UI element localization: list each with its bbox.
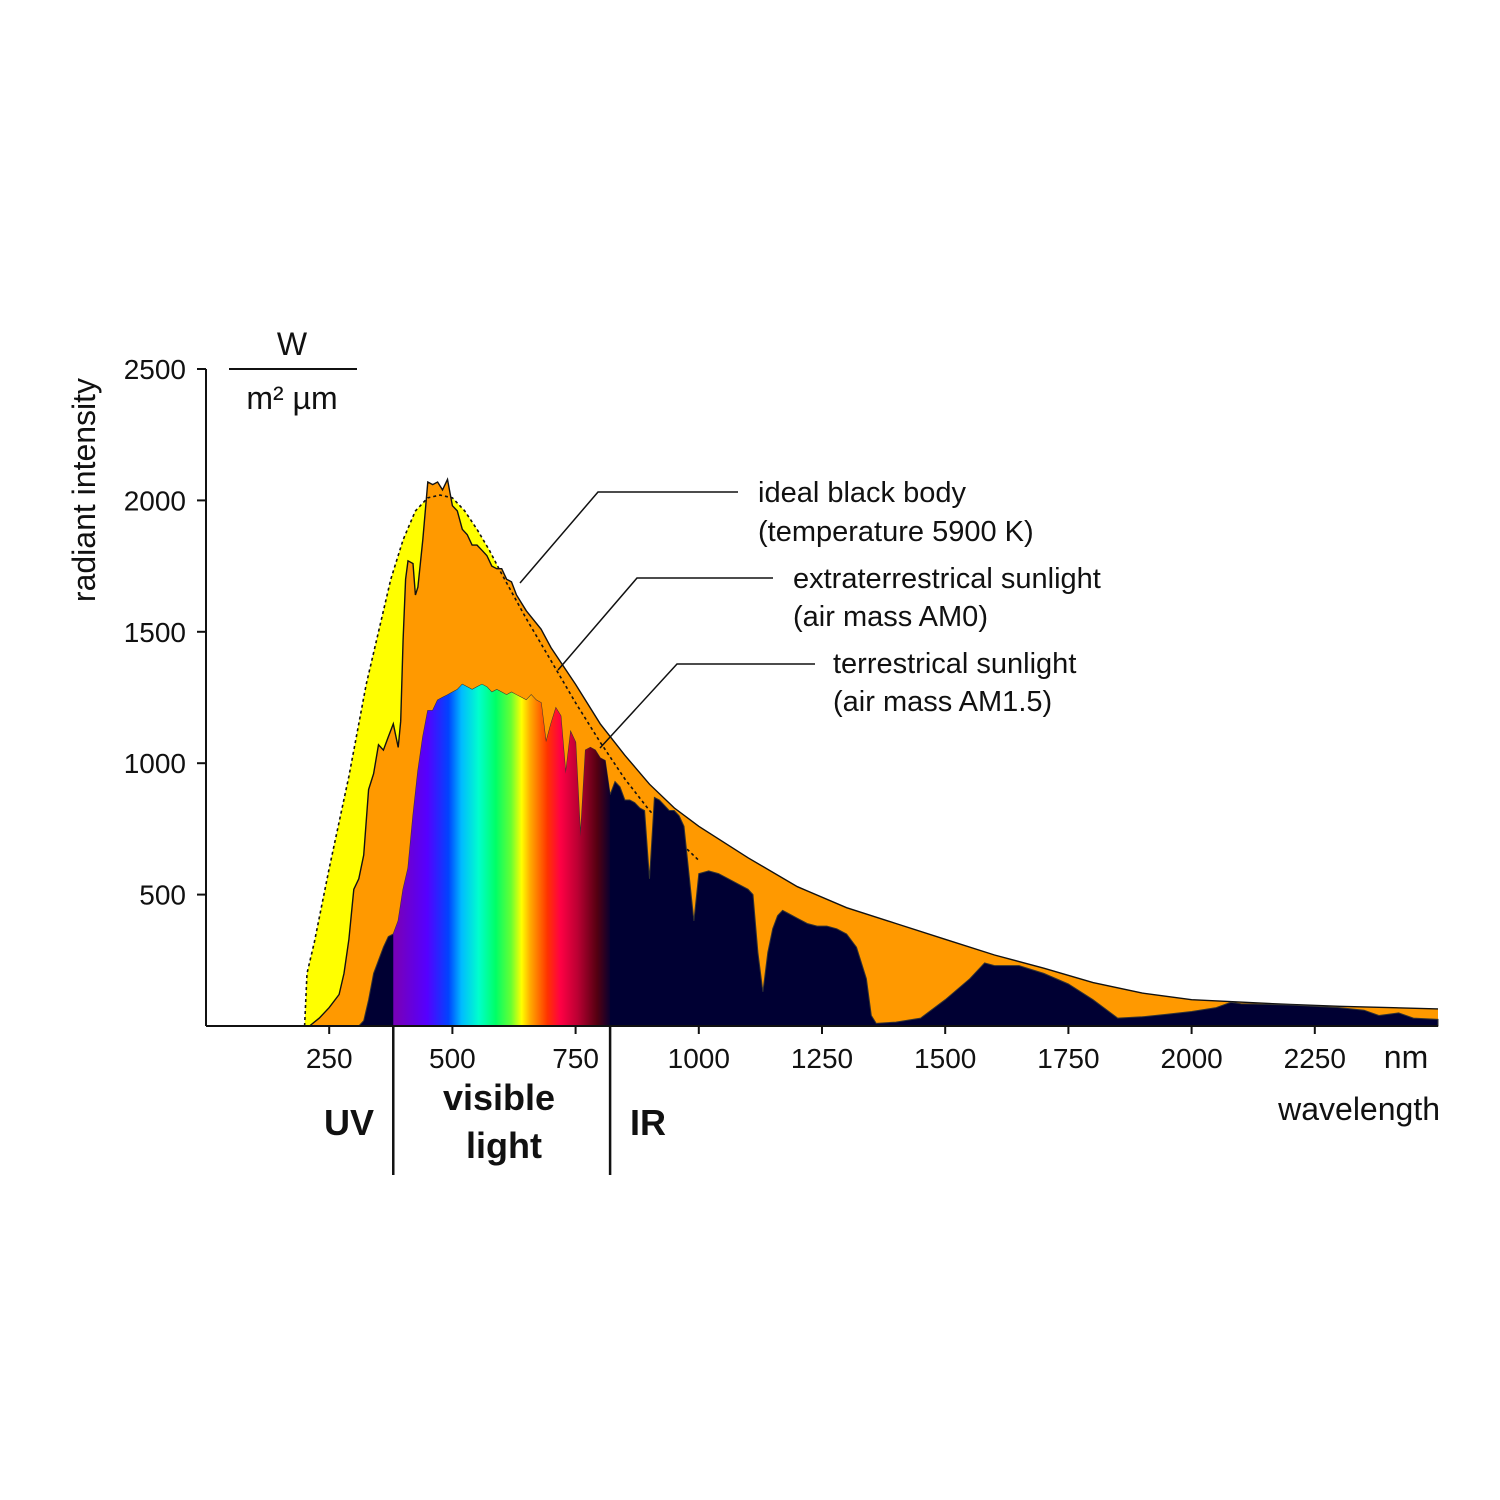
- y-unit-numerator: W: [277, 326, 308, 362]
- region-visible-line2: light: [466, 1125, 542, 1166]
- legend-am15-desc: (air mass AM1.5): [833, 686, 1052, 718]
- region-ir-label: IR: [630, 1102, 666, 1143]
- x-tick-label: 500: [429, 1043, 476, 1074]
- x-tick-label: 1750: [1037, 1043, 1099, 1074]
- leader-line-am0: [557, 577, 773, 671]
- x-tick-label: 750: [552, 1043, 599, 1074]
- y-tick-label: 2000: [124, 485, 186, 516]
- x-tick-label: 250: [306, 1043, 353, 1074]
- leader-line-black-body: [519, 491, 738, 584]
- region-visible-label: visible light: [443, 1077, 565, 1166]
- spectral-regions: UV visible light IR: [324, 1026, 666, 1175]
- x-ticks: 250 500 750 1000 1250 1500 1750 2000 2250: [306, 1026, 1346, 1074]
- x-tick-label: 1000: [668, 1043, 730, 1074]
- legend: ideal black body (temperature 5900 K) ex…: [519, 477, 1101, 749]
- legend-black-body-name: ideal black body: [758, 477, 966, 509]
- y-tick-label: 1000: [124, 748, 186, 779]
- am15-visible-spectrum: [393, 684, 611, 1026]
- region-visible-line1: visible: [443, 1077, 555, 1118]
- y-ticks: 500 1000 1500 2000 2500: [124, 354, 206, 911]
- leader-line-am15: [599, 663, 815, 749]
- y-tick-label: 2500: [124, 354, 186, 385]
- am0-curve: [309, 477, 1439, 1027]
- legend-am15-name: terrestrical sunlight: [833, 648, 1076, 680]
- region-uv-label: UV: [324, 1102, 374, 1143]
- axes: 500 1000 1500 2000 2500 250 500 750 1000 1250 150…: [66, 326, 1440, 1127]
- black-body-curve: [303, 494, 700, 1027]
- y-tick-label: 500: [139, 880, 186, 911]
- x-tick-label: 2000: [1160, 1043, 1222, 1074]
- spectrum-areas: [303, 477, 1439, 1027]
- x-tick-label: 2250: [1284, 1043, 1346, 1074]
- x-tick-label: 1250: [791, 1043, 853, 1074]
- x-axis-label: wavelength: [1277, 1091, 1440, 1127]
- y-unit-denominator: m² µm: [246, 380, 337, 416]
- legend-am0-name: extraterrestrical sunlight: [793, 563, 1101, 595]
- y-axis-label: radiant intensity: [66, 378, 102, 602]
- x-unit-label: nm: [1384, 1039, 1428, 1075]
- legend-am0-desc: (air mass AM0): [793, 601, 988, 633]
- x-tick-label: 1500: [914, 1043, 976, 1074]
- legend-black-body-desc: (temperature 5900 K): [758, 516, 1034, 548]
- y-tick-label: 1500: [124, 617, 186, 648]
